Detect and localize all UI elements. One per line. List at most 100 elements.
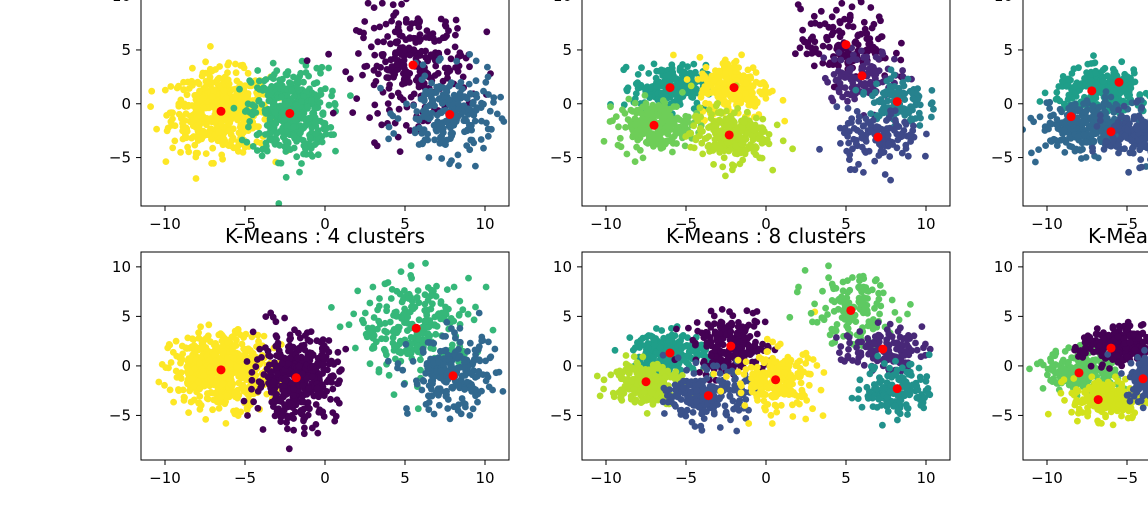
- data-point: [1124, 126, 1131, 134]
- data-point: [352, 344, 359, 352]
- data-point: [756, 154, 763, 162]
- data-point: [314, 359, 322, 366]
- data-point: [424, 284, 432, 291]
- subplots-grid: −10−50510−50510−10−50510−50510−10−5−5051…: [109, 0, 1148, 487]
- cluster-3: [600, 89, 705, 166]
- data-point: [634, 71, 642, 78]
- data-point: [361, 309, 369, 317]
- data-point: [852, 140, 860, 148]
- y-tick-label: 10: [112, 0, 131, 5]
- data-point: [311, 114, 319, 122]
- data-point: [916, 101, 924, 109]
- data-point: [1071, 100, 1079, 108]
- data-point: [476, 357, 484, 365]
- data-point: [329, 409, 337, 416]
- data-point: [417, 356, 424, 364]
- data-point: [692, 112, 700, 120]
- data-point: [194, 78, 202, 86]
- data-point: [840, 129, 848, 137]
- data-point: [456, 338, 464, 346]
- data-point: [1090, 52, 1097, 59]
- data-point: [819, 42, 827, 50]
- data-point: [769, 87, 776, 95]
- centroid-marker: [216, 365, 226, 375]
- data-point: [366, 360, 374, 368]
- data-point: [892, 116, 899, 124]
- data-point: [907, 103, 914, 110]
- data-point: [239, 114, 247, 122]
- data-point: [1074, 107, 1082, 115]
- centroid-marker: [1066, 112, 1076, 122]
- data-point: [363, 62, 371, 70]
- data-point: [405, 78, 413, 86]
- data-point: [183, 91, 191, 99]
- data-point: [394, 115, 402, 122]
- data-point: [211, 351, 218, 358]
- data-point: [299, 382, 307, 389]
- data-point: [1074, 133, 1082, 141]
- data-point: [240, 397, 248, 405]
- data-point: [902, 145, 910, 152]
- data-point: [435, 401, 443, 409]
- data-point: [400, 380, 408, 388]
- data-point: [329, 109, 337, 117]
- data-point: [441, 308, 448, 316]
- data-point: [461, 364, 468, 371]
- data-point: [1139, 122, 1146, 130]
- data-point: [474, 398, 481, 406]
- data-point: [1096, 117, 1104, 124]
- data-point: [259, 426, 267, 433]
- data-point: [236, 331, 244, 338]
- data-point: [614, 141, 622, 149]
- data-point: [653, 67, 661, 75]
- data-point: [155, 378, 163, 386]
- data-point: [376, 23, 384, 31]
- data-point: [394, 24, 402, 31]
- data-point: [1071, 83, 1079, 91]
- y-tick-label: 0: [1003, 95, 1013, 113]
- data-point: [867, 110, 875, 117]
- data-point: [313, 337, 321, 345]
- data-point: [427, 305, 435, 313]
- data-point: [169, 348, 177, 356]
- data-point: [278, 108, 286, 116]
- data-point: [680, 68, 688, 76]
- data-point: [383, 74, 391, 81]
- data-point: [759, 135, 767, 143]
- data-point: [202, 83, 210, 91]
- data-point: [449, 384, 457, 392]
- data-point: [440, 361, 448, 368]
- data-point: [482, 78, 490, 86]
- data-point: [382, 347, 389, 355]
- data-point: [371, 51, 379, 59]
- data-point: [202, 334, 210, 342]
- data-point: [746, 101, 754, 109]
- data-point: [329, 87, 336, 95]
- data-point: [176, 354, 184, 362]
- data-point: [891, 55, 898, 63]
- data-point: [184, 334, 192, 342]
- data-point: [276, 141, 284, 149]
- data-point: [1088, 131, 1096, 139]
- data-point: [281, 377, 289, 385]
- axes-frame: [1022, 0, 1148, 207]
- data-point: [1036, 113, 1044, 121]
- data-point: [293, 101, 301, 109]
- data-point: [302, 145, 309, 153]
- data-point: [153, 125, 161, 133]
- data-point: [673, 125, 681, 132]
- data-point: [659, 97, 667, 104]
- data-point: [1099, 66, 1107, 74]
- data-point: [910, 95, 918, 103]
- data-point: [133, 85, 140, 92]
- data-point: [208, 160, 216, 167]
- data-point: [200, 372, 208, 379]
- data-point: [406, 35, 414, 42]
- data-point: [797, 5, 804, 13]
- data-point: [402, 340, 410, 348]
- data-point: [318, 138, 326, 146]
- data-point: [395, 47, 403, 55]
- data-point: [402, 18, 410, 26]
- data-point: [452, 334, 459, 342]
- data-point: [392, 9, 400, 17]
